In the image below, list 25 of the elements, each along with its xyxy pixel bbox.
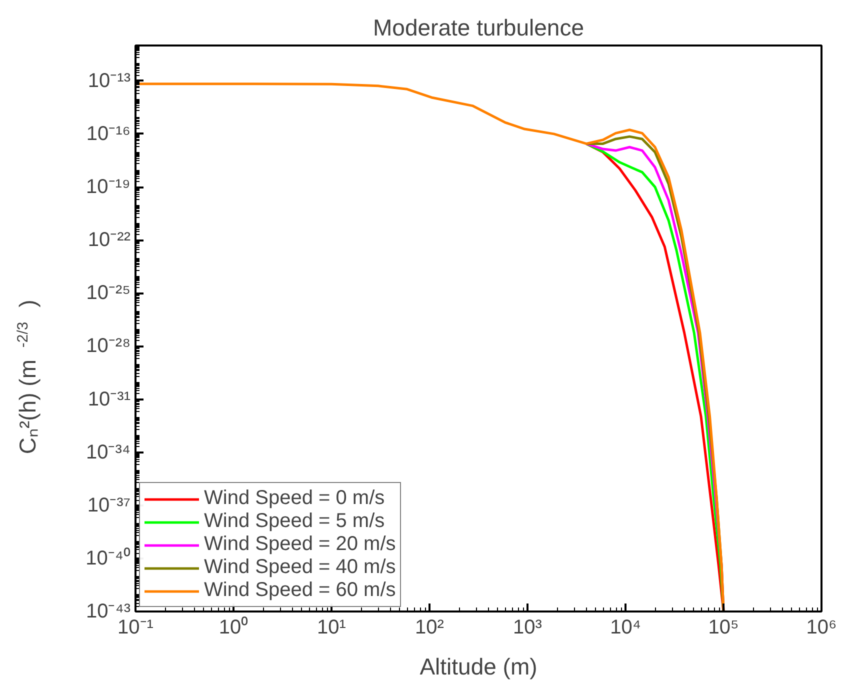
y-tick-label: 10⁻²⁸ (86, 335, 130, 358)
legend-label: Wind Speed = 0 m/s (204, 487, 385, 510)
y-tick-label: 10⁻⁴⁰ (86, 546, 131, 570)
x-tick-label: 10⁵ (708, 616, 739, 638)
x-tick-label: 10⁰ (218, 616, 248, 638)
y-tick-label: 10⁻³⁴ (86, 441, 130, 464)
y-tick-label: 10⁻¹⁹ (86, 176, 131, 198)
legend-label: Wind Speed = 20 m/s (204, 533, 396, 556)
legend-label: Wind Speed = 40 m/s (204, 556, 396, 579)
legend-label: Wind Speed = 60 m/s (204, 579, 396, 602)
y-tick-label: 10⁻²² (88, 229, 131, 252)
y-tick-label: 10⁻²⁵ (86, 282, 131, 304)
x-tick-label: 10⁴ (610, 616, 641, 638)
x-tick-label: 10³ (513, 616, 542, 638)
x-tick-label: 10¹ (317, 616, 346, 638)
y-axis-title: Cₙ²(h) (m-2/3) (14, 300, 40, 454)
y-tick-label: 10⁻³¹ (88, 388, 131, 410)
x-axis-title: Altitude (m) (420, 654, 538, 680)
y-tick-label: 10⁻¹³ (88, 70, 131, 92)
x-tick-label: 10² (415, 616, 444, 638)
y-tick-label: 10⁻³⁷ (87, 494, 131, 516)
x-tick-label: 10⁶ (806, 616, 837, 638)
chart-title: Moderate turbulence (373, 14, 584, 40)
legend-label: Wind Speed = 5 m/s (204, 510, 385, 533)
y-tick-label: 10⁻¹⁶ (86, 122, 130, 145)
